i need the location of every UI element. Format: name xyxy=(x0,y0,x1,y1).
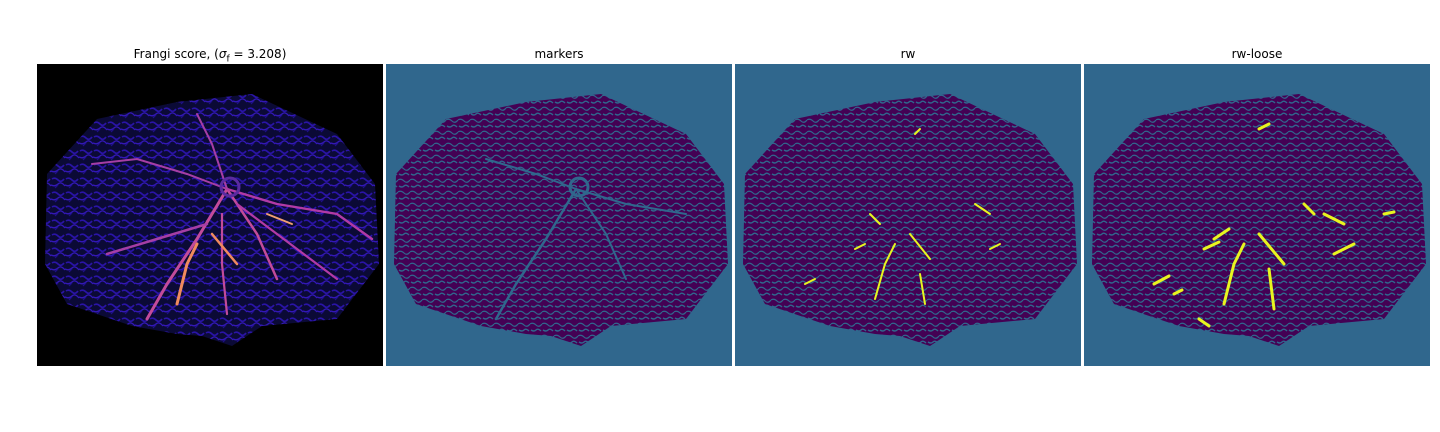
title-suffix: = 3.208) xyxy=(230,47,287,61)
frangi-svg xyxy=(37,64,383,366)
panel-title-markers: markers xyxy=(386,44,732,64)
tissue-region xyxy=(394,94,728,346)
panel-markers: markers xyxy=(386,44,732,366)
panel-title-frangi: Frangi score, (σf = 3.208) xyxy=(37,44,383,64)
rw-image xyxy=(735,64,1081,366)
rw-loose-image xyxy=(1084,64,1430,366)
tissue-region xyxy=(45,94,379,346)
panel-rw: rw xyxy=(735,44,1081,366)
panel-rw-loose: rw-loose xyxy=(1084,44,1430,366)
rw-loose-svg xyxy=(1084,64,1430,366)
frangi-image xyxy=(37,64,383,366)
panel-title-rw-loose: rw-loose xyxy=(1084,44,1430,64)
panel-frangi: Frangi score, (σf = 3.208) xyxy=(37,44,383,366)
title-prefix: Frangi score, ( xyxy=(134,47,219,61)
tissue-region xyxy=(743,94,1077,346)
rw-svg xyxy=(735,64,1081,366)
panel-title-rw: rw xyxy=(735,44,1081,64)
markers-image xyxy=(386,64,732,366)
tissue-region xyxy=(1092,94,1426,346)
markers-svg xyxy=(386,64,732,366)
